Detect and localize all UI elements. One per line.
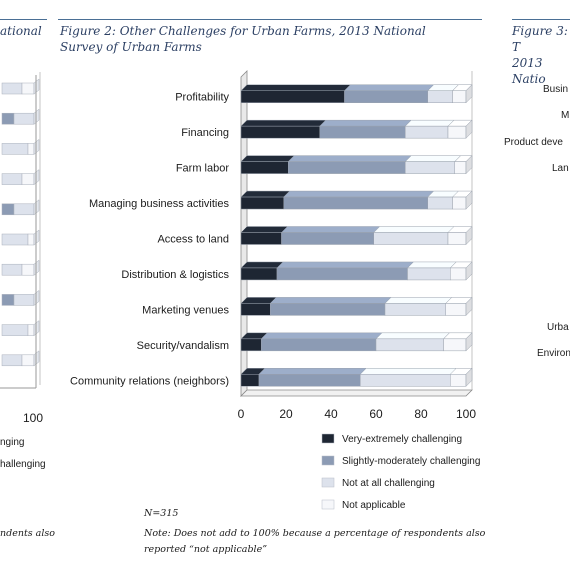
- legend-label: Very-extremely challenging: [342, 434, 462, 445]
- category-label: Marketing venues: [142, 304, 229, 316]
- left-panel-bar: [1, 108, 40, 125]
- right-panel-title-line1: Figure 3: T: [512, 24, 568, 54]
- legend-item: Not at all challenging: [321, 477, 435, 489]
- bar-segment: [454, 155, 473, 175]
- x-tick-label: 40: [324, 407, 338, 421]
- bar-segment: [287, 155, 412, 174]
- legend-swatch: [321, 477, 335, 488]
- bar-segment: [447, 119, 473, 139]
- category-label: Managing business activities: [89, 198, 230, 210]
- right-panel-title: Figure 3: T 2013 Natio: [512, 23, 570, 87]
- legend-item: Very-extremely challenging: [321, 433, 462, 445]
- category-label: Profitability: [175, 92, 229, 104]
- bar-segment: [404, 155, 462, 174]
- bar-segment: [343, 84, 435, 103]
- chart-floor: [240, 389, 473, 397]
- bar-segment: [449, 367, 473, 387]
- category-label: Community relations (neighbors): [70, 375, 229, 387]
- legend-item: Slightly-moderately challenging: [321, 455, 480, 467]
- x-tick-label: 60: [369, 407, 383, 421]
- legend-label: Slightly-moderately challenging: [342, 456, 480, 467]
- left-panel-legend-2: hallenging: [0, 459, 46, 470]
- footnote: Note: Does not add to 100% because a per…: [144, 528, 486, 555]
- left-panel-rule: [0, 19, 47, 20]
- category-label: Financing: [181, 127, 229, 139]
- bar-segment: [283, 190, 435, 210]
- legend-label: Not at all challenging: [342, 478, 435, 489]
- bar-segment: [406, 261, 457, 281]
- right-panel-label: Busin: [543, 84, 569, 95]
- bar-segment: [240, 226, 289, 245]
- left-panel-bar: [1, 259, 40, 276]
- left-panel-tick-label: 100: [23, 411, 44, 425]
- legend-label: Not applicable: [342, 500, 406, 511]
- figure-title: Figure 2: Other Challenges for Urban Far…: [60, 24, 426, 54]
- right-panel-label: Lan: [552, 163, 569, 174]
- bar-segment: [427, 190, 460, 210]
- category-label: Distribution & logistics: [121, 269, 229, 281]
- bar-segment: [449, 261, 473, 281]
- bar-segment: [269, 297, 392, 316]
- right-panel-label: Urba: [547, 322, 569, 333]
- bar-segment: [240, 119, 327, 139]
- bar-segment: [319, 119, 412, 139]
- right-panel-title-line2: 2013 Natio: [512, 56, 546, 86]
- category-label: Farm labor: [176, 163, 230, 175]
- category-label: Access to land: [157, 234, 229, 246]
- x-tick-label: 20: [279, 407, 293, 421]
- legend-swatch: [321, 433, 335, 444]
- left-panel-note: ndents also: [0, 528, 55, 539]
- bar-segment: [258, 368, 367, 387]
- left-panel-title: ational: [0, 24, 42, 38]
- legend-swatch: [321, 455, 335, 466]
- sample-size: N=315: [144, 508, 179, 519]
- bar-segment: [280, 226, 381, 245]
- category-label: Security/vandalism: [137, 340, 229, 352]
- x-tick-label: 100: [456, 407, 476, 421]
- right-panel-label: Environ: [537, 348, 570, 359]
- bar-segment: [384, 297, 453, 316]
- bar-segment: [373, 226, 455, 245]
- x-tick-label: 0: [238, 407, 245, 421]
- bar-segment: [240, 84, 352, 103]
- right-panel-label: Product deve: [504, 137, 563, 148]
- bar-segment: [240, 261, 284, 281]
- bar-segment: [240, 368, 266, 387]
- right-panel-label: M: [561, 110, 570, 121]
- bar-segment: [451, 190, 473, 210]
- bar-segment: [404, 119, 455, 139]
- bar-segment: [276, 261, 415, 281]
- bar-segment: [260, 332, 383, 352]
- bar-segment: [240, 190, 291, 210]
- bar-segment: [375, 332, 451, 352]
- legend-swatch: [321, 499, 335, 510]
- figure-title-rule: [58, 19, 482, 20]
- left-panel-chart: [0, 72, 41, 389]
- bar-segment: [445, 296, 473, 316]
- legend-item: Not applicable: [321, 499, 406, 511]
- x-tick-label: 80: [414, 407, 428, 421]
- bar-segment: [442, 332, 473, 352]
- right-panel-rule: [512, 19, 570, 20]
- bar-segment: [240, 155, 295, 174]
- bar-segment: [359, 368, 457, 387]
- left-panel-legend-1: nging: [0, 437, 25, 448]
- bar-segment: [451, 84, 473, 104]
- bar-segment: [447, 225, 473, 246]
